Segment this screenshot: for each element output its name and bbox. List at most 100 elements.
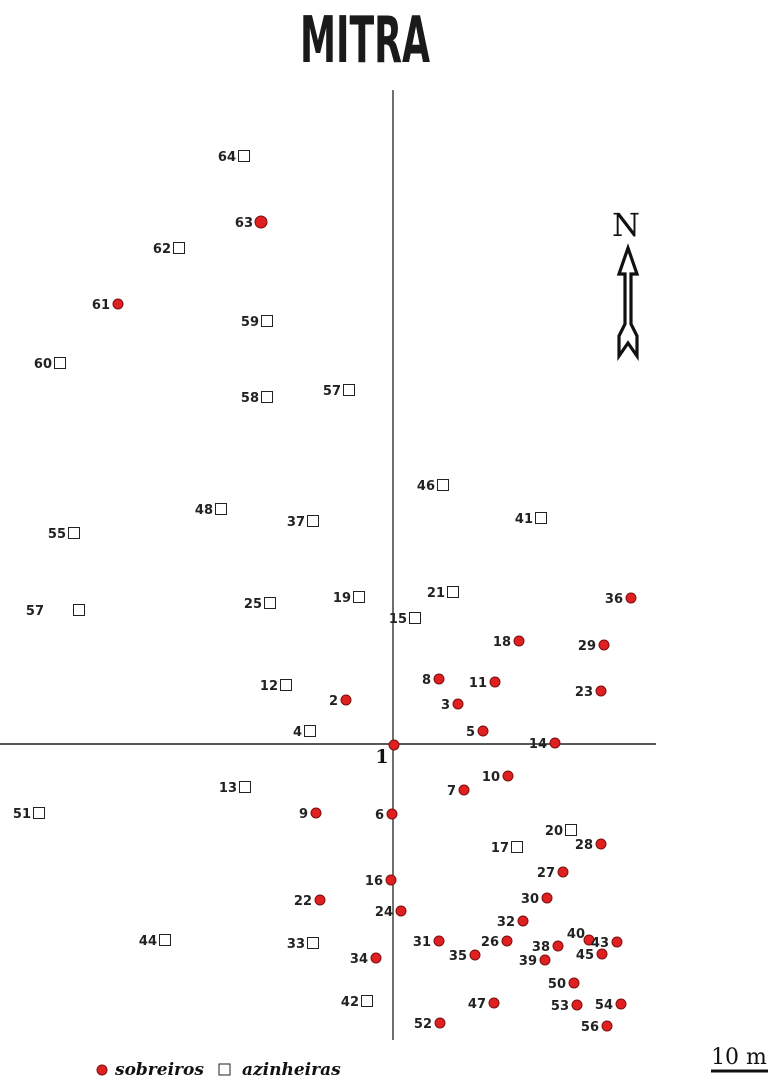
sobreiro-marker	[598, 639, 610, 651]
azinheira-marker	[304, 725, 316, 737]
sobreiro-marker	[601, 1020, 613, 1032]
sobreiro-tree: 43	[591, 936, 623, 951]
origin-label: 1	[375, 746, 388, 768]
azinheira-tree: 58	[241, 391, 273, 406]
sobreiro-marker	[517, 915, 529, 927]
sobreiro-tree: 56	[581, 1020, 613, 1035]
azinheira-tree: 59	[241, 315, 273, 330]
sobreiro-marker	[596, 948, 608, 960]
tree-number-label: 28	[575, 838, 593, 853]
sobreiro-marker	[112, 298, 124, 310]
tree-number-label: 30	[521, 892, 539, 907]
tree-number-label: 24	[375, 905, 393, 920]
azinheira-marker	[565, 824, 577, 836]
tree-number-label: 43	[591, 936, 609, 951]
tree-number-label: 50	[548, 977, 566, 992]
azinheira-tree: 60	[34, 357, 66, 372]
tree-number-label: 47	[468, 997, 486, 1012]
sobreiro-tree: 52	[414, 1017, 446, 1032]
sobreiro-marker	[502, 770, 514, 782]
azinheira-marker	[437, 479, 449, 491]
azinheira-marker	[73, 604, 85, 616]
sobreiro-tree: 53	[551, 999, 583, 1014]
north-label: N	[612, 206, 640, 244]
sobreiro-tree: 3	[441, 698, 464, 713]
azinheira-tree: 25	[244, 597, 276, 612]
sobreiro-tree: 7	[447, 784, 470, 799]
sobreiro-tree	[388, 739, 400, 751]
tree-number-label: 8	[422, 673, 431, 688]
azinheira-marker	[173, 242, 185, 254]
tree-number-label: 6	[375, 808, 384, 823]
legend-azinheira-marker	[218, 1063, 231, 1076]
sobreiro-tree: 26	[481, 935, 513, 950]
sobreiro-tree: 31	[413, 935, 445, 950]
tree-number-label: 18	[493, 635, 511, 650]
legend-sobreiros-label: sobreiros	[114, 1060, 204, 1078]
map-title: MITRA	[300, 4, 430, 78]
azinheira-marker	[68, 527, 80, 539]
sobreiro-tree: 5	[466, 725, 489, 740]
sobreiro-tree: 32	[497, 915, 529, 930]
azinheira-tree: 4	[293, 725, 316, 740]
azinheira-tree: 21	[427, 586, 459, 601]
sobreiro-marker	[595, 685, 607, 697]
tree-number-label: 53	[551, 999, 569, 1014]
sobreiro-marker	[489, 676, 501, 688]
sobreiro-tree: 34	[350, 952, 382, 967]
tree-number-label: 21	[427, 586, 445, 601]
north-arrow: N	[612, 206, 640, 362]
sobreiro-marker	[433, 673, 445, 685]
azinheira-marker	[361, 995, 373, 1007]
sobreiro-marker	[557, 866, 569, 878]
tree-number-label: 7	[447, 784, 456, 799]
tree-number-label: 9	[299, 807, 308, 822]
sobreiro-marker	[541, 892, 553, 904]
sobreiro-marker	[625, 592, 637, 604]
azinheira-tree: 55	[48, 527, 80, 542]
sobreiro-tree: 9	[299, 807, 322, 822]
azinheira-marker	[307, 515, 319, 527]
azinheira-tree: 20	[545, 824, 577, 839]
sobreiro-tree: 14	[529, 737, 561, 752]
azinheira-tree: 13	[219, 781, 251, 796]
azinheira-tree: 57	[323, 384, 355, 399]
tree-number-label: 61	[92, 298, 110, 313]
tree-number-label: 54	[595, 998, 613, 1013]
sobreiro-tree: 18	[493, 635, 525, 650]
sobreiro-tree: 54	[595, 998, 627, 1013]
legend: sobreiros azinheiras	[96, 1060, 341, 1078]
tree-number-label: 39	[519, 954, 537, 969]
sobreiro-marker	[433, 935, 445, 947]
azinheira-marker	[409, 612, 421, 624]
sobreiro-tree: 28	[575, 838, 607, 853]
sobreiro-marker	[314, 894, 326, 906]
sobreiro-marker	[469, 949, 481, 961]
tree-number-label: 64	[218, 150, 236, 165]
azinheira-tree: 37	[287, 515, 319, 530]
azinheira-marker	[264, 597, 276, 609]
sobreiro-marker	[385, 874, 397, 886]
tree-number-label: 34	[350, 952, 368, 967]
tree-number-label: 3	[441, 698, 450, 713]
azinheira-tree: 48	[195, 503, 227, 518]
azinheira-marker	[535, 512, 547, 524]
tree-number-label: 63	[235, 216, 253, 231]
azinheira-tree: 64	[218, 150, 250, 165]
sobreiro-tree: 8	[422, 673, 445, 688]
sobreiro-marker	[539, 954, 551, 966]
sobreiro-marker	[611, 936, 623, 948]
sobreiro-tree: 6	[375, 808, 398, 823]
tree-number-label: 33	[287, 937, 305, 952]
tree-number-label: 59	[241, 315, 259, 330]
sobreiro-marker	[458, 784, 470, 796]
sobreiro-marker	[310, 807, 322, 819]
sobreiro-marker	[340, 694, 352, 706]
tree-number-label: 35	[449, 949, 467, 964]
tree-number-label: 15	[389, 612, 407, 627]
tree-number-label: 17	[491, 841, 509, 856]
tree-number-label: 4	[293, 725, 302, 740]
sobreiro-tree: 36	[605, 592, 637, 607]
tree-number-label: 40	[567, 927, 585, 942]
sobreiro-tree: 29	[578, 639, 610, 654]
